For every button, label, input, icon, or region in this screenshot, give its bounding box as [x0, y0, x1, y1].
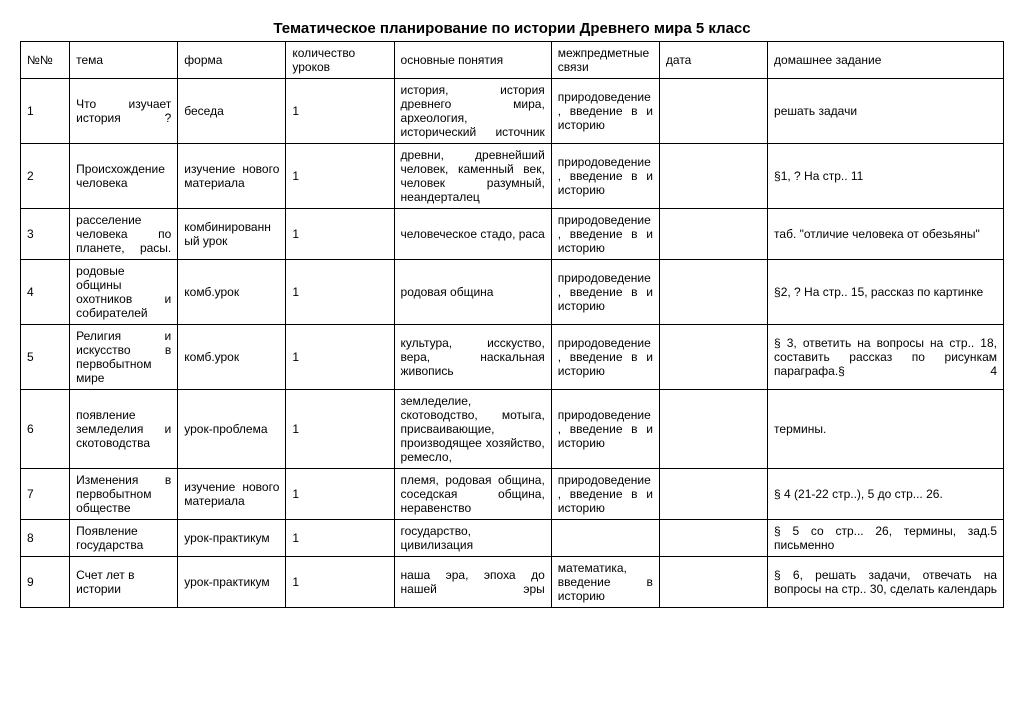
cell-kol: 1 — [286, 469, 394, 520]
cell-forma: комбинированный урок — [178, 209, 286, 260]
table-row: 6появление земледелия и скотоводстваурок… — [21, 390, 1004, 469]
table-row: 9Счет лет в историиурок-практикум1наша э… — [21, 557, 1004, 608]
cell-pon: наша эра, эпоха до нашей эры — [394, 557, 551, 608]
col-header-data: дата — [659, 42, 767, 79]
cell-tema: Счет лет в истории — [70, 557, 178, 608]
planning-table: №№ тема форма количество уроков основные… — [20, 41, 1004, 608]
cell-pon: племя, родовая община, соседская община,… — [394, 469, 551, 520]
cell-tema: Религия и искусство в первобытном мире — [70, 325, 178, 390]
cell-mezh: математика, введение в историю — [551, 557, 659, 608]
cell-kol: 1 — [286, 557, 394, 608]
cell-data — [659, 557, 767, 608]
cell-pon: государство, цивилизация — [394, 520, 551, 557]
col-header-forma: форма — [178, 42, 286, 79]
cell-forma: урок-практикум — [178, 520, 286, 557]
cell-num: 9 — [21, 557, 70, 608]
cell-num: 2 — [21, 144, 70, 209]
cell-pon: родовая община — [394, 260, 551, 325]
cell-kol: 1 — [286, 390, 394, 469]
cell-pon: история, история древнего мира, археолог… — [394, 79, 551, 144]
cell-kol: 1 — [286, 260, 394, 325]
col-header-dz: домашнее задание — [768, 42, 1004, 79]
cell-data — [659, 144, 767, 209]
cell-mezh: природоведение, введение в и историю — [551, 209, 659, 260]
cell-data — [659, 260, 767, 325]
cell-tema: расселение человека по планете, расы. — [70, 209, 178, 260]
cell-forma: беседа — [178, 79, 286, 144]
cell-dz: таб. "отличие человека от обезьяны" — [768, 209, 1004, 260]
cell-dz: § 4 (21-22 стр..), 5 до стр... 26. — [768, 469, 1004, 520]
table-row: 8Появление государстваурок-практикум1гос… — [21, 520, 1004, 557]
cell-kol: 1 — [286, 209, 394, 260]
cell-mezh: природоведение, введение в и историю — [551, 469, 659, 520]
cell-pon: земледелие, скотоводство, мотыга, присва… — [394, 390, 551, 469]
cell-dz: § 3, ответить на вопросы на стр.. 18, со… — [768, 325, 1004, 390]
page-title: Тематическое планирование по истории Дре… — [20, 20, 1004, 37]
cell-num: 4 — [21, 260, 70, 325]
cell-kol: 1 — [286, 520, 394, 557]
cell-mezh — [551, 520, 659, 557]
cell-kol: 1 — [286, 325, 394, 390]
cell-dz: термины. — [768, 390, 1004, 469]
cell-data — [659, 209, 767, 260]
table-row: 1Что изучает история ?беседа1история, ис… — [21, 79, 1004, 144]
cell-num: 3 — [21, 209, 70, 260]
cell-pon: культура, исскуство, вера, наскальная жи… — [394, 325, 551, 390]
cell-forma: изучение нового материала — [178, 469, 286, 520]
table-row: 2Происхождение человекаизучение нового м… — [21, 144, 1004, 209]
cell-pon: древни, древнейший человек, каменный век… — [394, 144, 551, 209]
cell-num: 7 — [21, 469, 70, 520]
table-row: 3расселение человека по планете, расы.ко… — [21, 209, 1004, 260]
cell-data — [659, 325, 767, 390]
table-row: 4родовые общины охотников и собирателейк… — [21, 260, 1004, 325]
cell-num: 6 — [21, 390, 70, 469]
cell-forma: комб.урок — [178, 325, 286, 390]
cell-pon: человеческое стадо, раса — [394, 209, 551, 260]
cell-forma: урок-практикум — [178, 557, 286, 608]
cell-num: 8 — [21, 520, 70, 557]
cell-num: 1 — [21, 79, 70, 144]
cell-kol: 1 — [286, 79, 394, 144]
cell-tema: Появление государства — [70, 520, 178, 557]
col-header-num: №№ — [21, 42, 70, 79]
cell-tema: появление земледелия и скотоводства — [70, 390, 178, 469]
cell-data — [659, 520, 767, 557]
cell-data — [659, 79, 767, 144]
cell-mezh: природоведение, введение в и историю — [551, 79, 659, 144]
cell-data — [659, 390, 767, 469]
cell-forma: изучение нового материала — [178, 144, 286, 209]
cell-dz: §1, ? На стр.. 11 — [768, 144, 1004, 209]
col-header-pon: основные понятия — [394, 42, 551, 79]
cell-dz: § 6, решать задачи, отвечать на вопросы … — [768, 557, 1004, 608]
cell-dz: § 5 со стр... 26, термины, зад.5 письмен… — [768, 520, 1004, 557]
cell-kol: 1 — [286, 144, 394, 209]
cell-mezh: природоведение, введение в и историю — [551, 260, 659, 325]
cell-data — [659, 469, 767, 520]
col-header-kol: количество уроков — [286, 42, 394, 79]
table-row: 7Изменения в первобытном обществеизучени… — [21, 469, 1004, 520]
cell-mezh: природоведение, введение в и историю — [551, 144, 659, 209]
cell-tema: Происхождение человека — [70, 144, 178, 209]
table-header-row: №№ тема форма количество уроков основные… — [21, 42, 1004, 79]
cell-dz: решать задачи — [768, 79, 1004, 144]
col-header-tema: тема — [70, 42, 178, 79]
col-header-mezh: межпредметные связи — [551, 42, 659, 79]
table-row: 5Религия и искусство в первобытном мирек… — [21, 325, 1004, 390]
cell-dz: §2, ? На стр.. 15, рассказ по картинке — [768, 260, 1004, 325]
cell-forma: урок-проблема — [178, 390, 286, 469]
cell-tema: Что изучает история ? — [70, 79, 178, 144]
cell-tema: Изменения в первобытном обществе — [70, 469, 178, 520]
cell-tema: родовые общины охотников и собирателей — [70, 260, 178, 325]
cell-mezh: природоведение, введение в и историю — [551, 390, 659, 469]
cell-mezh: природоведение, введение в и историю — [551, 325, 659, 390]
cell-num: 5 — [21, 325, 70, 390]
cell-forma: комб.урок — [178, 260, 286, 325]
